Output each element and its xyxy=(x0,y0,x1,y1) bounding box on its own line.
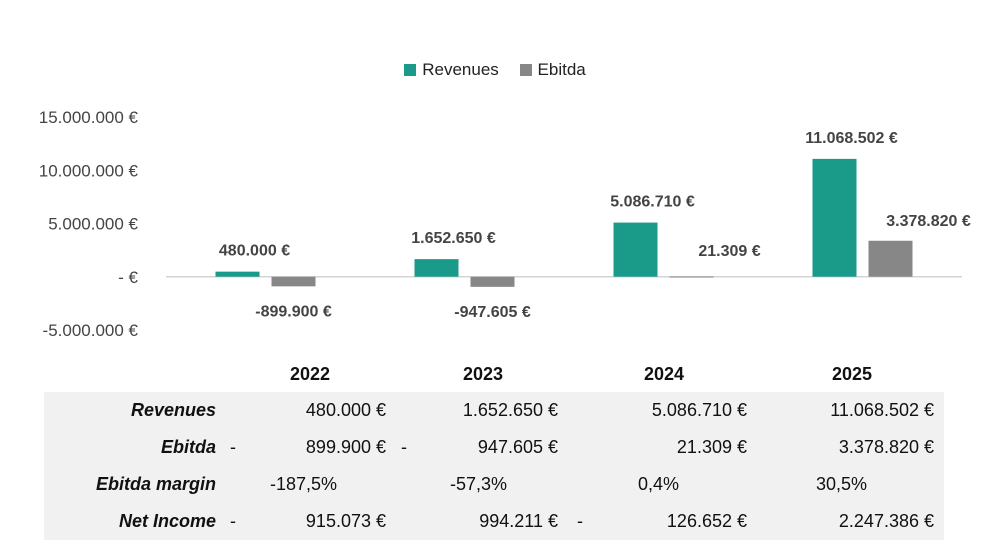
bar-ebitda-2025 xyxy=(868,240,913,277)
table-cell: 480.000 € xyxy=(305,400,386,420)
year-header-2025: 2025 xyxy=(831,364,873,384)
table-cell: 2.247.386 € xyxy=(838,511,934,531)
y-tick-label: 5.000.000 € xyxy=(48,215,138,234)
table-cell: 994.211 € xyxy=(479,511,558,531)
bar-revenues-2025 xyxy=(812,158,857,277)
bar-ebitda-2023 xyxy=(470,276,515,287)
table-row: Ebitda -899.900 € -947.605 €21.309 €3.378.… xyxy=(44,429,944,466)
table-row: Net Income -915.073 €994.211 € -126.652 €2… xyxy=(44,503,944,540)
table-cell: 899.900 € xyxy=(305,437,386,457)
legend-label-revenues: Revenues xyxy=(422,60,499,79)
legend-item-revenues: Revenues xyxy=(404,60,499,80)
table-cell: 11.068.502 € xyxy=(830,400,934,420)
year-header-2023: 2023 xyxy=(462,364,504,384)
table-cell: 915.073 € xyxy=(305,511,386,531)
y-tick-label: - € xyxy=(118,268,138,287)
data-label-ebitda-2022: -899.900 € xyxy=(255,303,332,320)
bar-revenues-2024 xyxy=(613,222,658,277)
bar-revenues-2022 xyxy=(215,271,260,277)
data-label-revenues-2023: 1.652.650 € xyxy=(411,230,496,247)
bar-chart: 15.000.000 € 10.000.000 € 5.000.000 € - € -5… xyxy=(39,108,971,340)
negative-sign: - xyxy=(230,511,236,531)
negative-sign: - xyxy=(401,437,407,457)
data-label-revenues-2024: 5.086.710 € xyxy=(610,194,695,211)
data-label-ebitda-2024: 21.309 € xyxy=(698,243,760,260)
row-label: Revenues xyxy=(130,400,216,420)
table-cell: 30,5% xyxy=(816,474,868,494)
bar-ebitda-2022 xyxy=(271,276,316,287)
data-label-revenues-2025: 11.068.502 € xyxy=(805,130,898,147)
year-header-2022: 2022 xyxy=(289,364,331,384)
table-cell: 21.309 € xyxy=(676,437,747,457)
table-cell: 0,4% xyxy=(638,474,680,494)
year-header-2024: 2024 xyxy=(643,364,685,384)
bar-ebitda-2024 xyxy=(669,276,714,278)
y-tick-label: 10.000.000 € xyxy=(39,161,139,180)
row-label: Ebitda margin xyxy=(95,474,216,494)
table-cell: 3.378.820 € xyxy=(838,437,934,457)
table-cell: 126.652 € xyxy=(666,511,747,531)
table-cell: 947.605 € xyxy=(477,437,558,457)
table-row: Revenues 480.000 € 1.652.650 € 5.086.710 € 1… xyxy=(44,392,944,429)
data-label-revenues-2022: 480.000 € xyxy=(219,243,290,260)
row-label: Ebitda xyxy=(160,437,216,457)
legend-swatch-ebitda xyxy=(519,64,532,76)
data-label-ebitda-2023: -947.605 € xyxy=(454,304,531,321)
legend-swatch-revenues xyxy=(404,64,417,76)
financial-table: Revenues 480.000 € 1.652.650 € 5.086.710 € 1… xyxy=(44,392,944,540)
y-tick-label: 15.000.000 € xyxy=(39,108,139,127)
legend-item-ebitda: Ebitda xyxy=(519,60,586,80)
negative-sign: - xyxy=(577,511,583,531)
bar-revenues-2023 xyxy=(414,259,459,277)
negative-sign: - xyxy=(230,437,236,457)
data-label-ebitda-2025: 3.378.820 € xyxy=(886,213,971,230)
table-row: Ebitda margin -187,5% -57,3% 0,4% 30,5% xyxy=(44,466,944,503)
legend-label-ebitda: Ebitda xyxy=(537,60,586,79)
chart-legend: Revenues Ebitda xyxy=(0,60,990,81)
table-cell: -57,3% xyxy=(450,474,508,494)
table-cell: -187,5% xyxy=(270,474,338,494)
table-cell: 1.652.650 € xyxy=(462,400,558,420)
table-cell: 5.086.710 € xyxy=(651,400,747,420)
row-label: Net Income xyxy=(118,511,216,531)
y-tick-label: -5.000.000 € xyxy=(43,321,139,340)
